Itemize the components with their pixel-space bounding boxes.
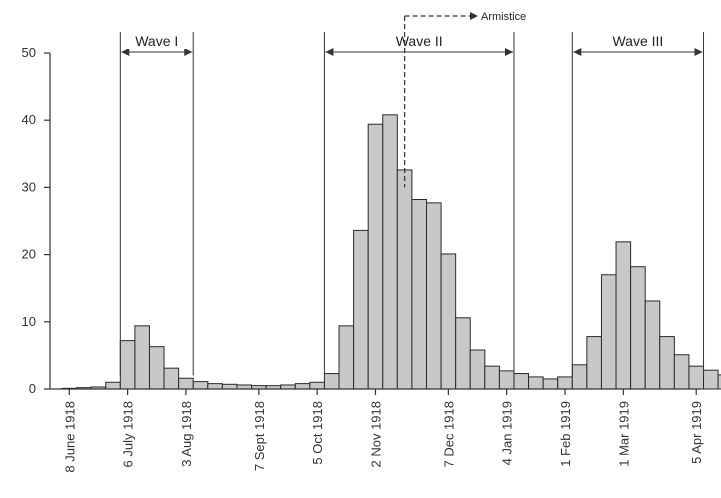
bar bbox=[236, 384, 253, 390]
bar bbox=[528, 376, 544, 390]
bar bbox=[688, 365, 705, 390]
bar bbox=[280, 384, 296, 390]
bar bbox=[396, 169, 413, 390]
bar bbox=[630, 266, 646, 390]
bar bbox=[119, 340, 136, 390]
bar bbox=[703, 369, 719, 390]
x-tick-label: 5 Oct 1918 bbox=[310, 401, 325, 465]
bar bbox=[411, 198, 428, 390]
bar bbox=[498, 370, 515, 390]
x-tick-label: 2 Nov 1918 bbox=[368, 401, 383, 468]
wave-arrowhead-right bbox=[184, 48, 193, 56]
bar bbox=[382, 114, 398, 390]
bar bbox=[338, 325, 355, 390]
bar bbox=[571, 364, 588, 390]
bar bbox=[221, 383, 238, 390]
bar bbox=[426, 202, 442, 390]
bar bbox=[323, 373, 340, 390]
armistice-label: Armistice bbox=[481, 11, 526, 23]
armistice-arrowhead bbox=[470, 12, 478, 20]
wave-label-bg bbox=[603, 33, 672, 49]
bar bbox=[455, 317, 471, 390]
wave-arrowhead-right bbox=[504, 48, 513, 56]
bar bbox=[586, 336, 602, 390]
wave-label: Wave II bbox=[396, 33, 443, 49]
bar bbox=[207, 383, 223, 390]
wave-marker: Wave I bbox=[119, 32, 194, 376]
x-tick-label: 4 Jan 1919 bbox=[500, 401, 515, 465]
bar bbox=[615, 241, 632, 390]
x-tick-label: 6 July 1918 bbox=[121, 401, 136, 468]
wave-arrowhead-left bbox=[121, 48, 130, 56]
bar bbox=[105, 381, 121, 390]
bar bbox=[367, 123, 384, 390]
armistice-annotation: Armistice bbox=[404, 11, 526, 188]
bar bbox=[192, 381, 209, 390]
y-tick-label: 0 bbox=[29, 381, 36, 396]
x-tick-label: 5 Apr 1919 bbox=[689, 401, 704, 464]
bar bbox=[353, 229, 369, 390]
bar bbox=[644, 300, 661, 390]
y-tick-label: 10 bbox=[22, 314, 36, 329]
y-tick-label: 30 bbox=[22, 179, 36, 194]
x-tick-label: 1 Feb 1919 bbox=[558, 401, 573, 467]
bar bbox=[440, 253, 457, 390]
wave-label-bg bbox=[385, 33, 454, 49]
x-tick-label: 1 Mar 1919 bbox=[616, 401, 631, 467]
bar bbox=[513, 373, 530, 390]
bars bbox=[61, 114, 721, 390]
wave-arrowhead-left bbox=[573, 48, 582, 56]
y-axis-ticks: 0 10 20 30 40 50 bbox=[22, 45, 50, 396]
bar bbox=[309, 381, 325, 390]
bar bbox=[148, 346, 165, 390]
x-tick-label: 3 Aug 1918 bbox=[179, 401, 194, 467]
bar bbox=[484, 365, 500, 390]
bar bbox=[673, 354, 690, 390]
bar bbox=[134, 325, 150, 390]
x-tick-label: 7 Sept 1918 bbox=[252, 401, 267, 471]
bar bbox=[557, 376, 573, 390]
y-tick-label: 50 bbox=[22, 45, 36, 60]
bar bbox=[600, 274, 617, 390]
bar bbox=[163, 367, 180, 390]
bar bbox=[542, 378, 559, 390]
wave-label-bg bbox=[122, 33, 191, 49]
bar bbox=[294, 383, 311, 390]
bar bbox=[178, 377, 194, 390]
y-tick-label: 20 bbox=[22, 247, 36, 262]
wave-label: Wave III bbox=[612, 33, 663, 49]
y-tick-label: 40 bbox=[22, 112, 36, 127]
wave-label: Wave I bbox=[135, 33, 178, 49]
wave-arrowhead-left bbox=[325, 48, 334, 56]
x-tick-label: 7 Dec 1918 bbox=[441, 401, 456, 468]
wave-arrowhead-right bbox=[694, 48, 703, 56]
wave-markers: Wave I Wave II Wave III bbox=[119, 32, 705, 376]
wave-marker: Wave III bbox=[571, 32, 705, 376]
bar bbox=[469, 349, 486, 390]
x-axis-ticks: 8 June 1918 6 July 1918 3 Aug 1918 7 Sept 1… bbox=[62, 389, 704, 473]
bar bbox=[659, 336, 675, 390]
bar bbox=[717, 374, 721, 390]
wave-marker: Wave II bbox=[323, 32, 515, 376]
x-tick-label: 8 June 1918 bbox=[62, 401, 77, 473]
